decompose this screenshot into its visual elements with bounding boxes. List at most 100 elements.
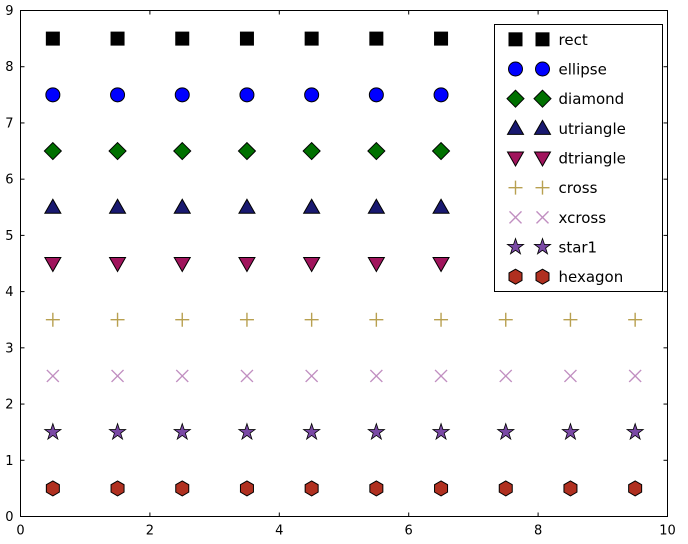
marker-utriangle bbox=[302, 198, 321, 214]
x-tick-label: 4 bbox=[275, 524, 283, 539]
x-tick-label: 2 bbox=[146, 524, 154, 539]
marker-cross bbox=[304, 312, 319, 327]
marker-xcross bbox=[563, 369, 577, 383]
marker-star1 bbox=[431, 422, 451, 441]
marker-dtriangle bbox=[302, 257, 321, 273]
marker-dtriangle bbox=[506, 151, 525, 168]
marker-xcross bbox=[434, 369, 448, 383]
marker-xcross bbox=[499, 369, 513, 383]
marker-ellipse bbox=[368, 87, 384, 103]
marker-hexagon bbox=[563, 480, 578, 497]
marker-ellipse bbox=[535, 61, 550, 77]
marker-star1 bbox=[237, 422, 257, 441]
marker-diamond bbox=[506, 89, 525, 108]
marker-star1 bbox=[506, 237, 525, 255]
legend-entry-xcross: xcross bbox=[509, 209, 607, 227]
marker-dtriangle bbox=[367, 257, 386, 273]
y-tick-label: 5 bbox=[5, 229, 13, 244]
marker-diamond bbox=[108, 141, 127, 161]
marker-xcross bbox=[240, 369, 254, 383]
marker-hexagon bbox=[110, 480, 125, 497]
legend-label: star1 bbox=[559, 239, 598, 257]
marker-star1 bbox=[367, 422, 386, 441]
legend-entry-rect: rect bbox=[508, 31, 588, 49]
legend-label: utriangle bbox=[559, 120, 626, 138]
marker-diamond bbox=[302, 141, 321, 161]
marker-utriangle bbox=[108, 198, 127, 214]
marker-rect bbox=[175, 31, 190, 46]
marker-star1 bbox=[625, 422, 645, 441]
marker-star1 bbox=[496, 422, 516, 441]
marker-dtriangle bbox=[533, 151, 552, 168]
marker-ellipse bbox=[433, 87, 449, 103]
marker-hexagon bbox=[535, 268, 550, 285]
legend-entry-diamond: diamond bbox=[506, 89, 625, 108]
legend: rect ellipse diamond utriangle dtriangle cros… bbox=[494, 24, 663, 292]
y-tick-label: 2 bbox=[5, 398, 13, 413]
marker-rect bbox=[304, 31, 319, 46]
marker-cross bbox=[508, 180, 523, 195]
marker-dtriangle bbox=[108, 257, 127, 273]
marker-star1 bbox=[172, 422, 192, 441]
series-cross bbox=[45, 312, 643, 327]
marker-star1 bbox=[302, 422, 321, 441]
marker-utriangle bbox=[432, 198, 450, 214]
marker-utriangle bbox=[367, 198, 386, 214]
series-hexagon bbox=[45, 480, 643, 497]
marker-utriangle bbox=[506, 119, 525, 135]
marker-hexagon bbox=[628, 480, 643, 497]
marker-diamond bbox=[237, 141, 257, 161]
x-tick-label: 6 bbox=[405, 524, 413, 539]
marker-xcross bbox=[46, 369, 60, 383]
marker-hexagon bbox=[369, 480, 384, 497]
marker-diamond bbox=[367, 141, 386, 161]
marker-hexagon bbox=[175, 480, 190, 497]
legend-label: rect bbox=[559, 31, 588, 49]
marker-rect bbox=[508, 32, 523, 47]
legend-label: diamond bbox=[559, 90, 625, 108]
marker-utriangle bbox=[533, 119, 552, 135]
marker-diamond bbox=[431, 141, 451, 161]
legend-entry-star1: star1 bbox=[506, 237, 598, 257]
marker-diamond bbox=[533, 89, 552, 108]
legend-label: ellipse bbox=[559, 61, 607, 79]
x-tick-label: 0 bbox=[16, 524, 24, 539]
marker-rect bbox=[239, 31, 254, 46]
marker-xcross bbox=[536, 210, 549, 224]
marker-cross bbox=[498, 312, 513, 327]
marker-xcross bbox=[175, 369, 189, 383]
marker-hexagon bbox=[45, 480, 60, 497]
marker-cross bbox=[434, 312, 449, 327]
marker-cross bbox=[45, 312, 60, 327]
legend-entry-dtriangle: dtriangle bbox=[506, 150, 626, 168]
marker-cross bbox=[110, 312, 125, 327]
marker-ellipse bbox=[508, 61, 523, 77]
series-xcross bbox=[46, 369, 642, 383]
marker-rect bbox=[45, 31, 60, 46]
y-tick-label: 8 bbox=[5, 60, 13, 75]
marker-utriangle bbox=[43, 198, 62, 214]
y-tick-label: 7 bbox=[5, 116, 13, 131]
legend-label: xcross bbox=[559, 209, 607, 227]
marker-ellipse bbox=[45, 87, 61, 103]
marker-cross bbox=[175, 312, 190, 327]
marker-cross bbox=[535, 180, 550, 195]
marker-rect bbox=[369, 31, 384, 46]
marker-dtriangle bbox=[173, 257, 192, 273]
marker-star1 bbox=[108, 422, 127, 441]
marker-ellipse bbox=[239, 87, 255, 103]
x-tick-label: 8 bbox=[534, 524, 542, 539]
marker-cross bbox=[563, 312, 578, 327]
marker-ellipse bbox=[304, 87, 320, 103]
marker-rect bbox=[535, 32, 550, 47]
marker-rect bbox=[434, 31, 449, 46]
legend-entry-utriangle: utriangle bbox=[506, 119, 626, 138]
legend-label: dtriangle bbox=[559, 150, 626, 168]
marker-cross bbox=[628, 312, 643, 327]
legend-entry-hexagon: hexagon bbox=[508, 268, 623, 286]
marker-xcross bbox=[305, 369, 319, 383]
y-tick-label: 9 bbox=[5, 4, 13, 19]
y-tick-label: 3 bbox=[5, 341, 13, 356]
